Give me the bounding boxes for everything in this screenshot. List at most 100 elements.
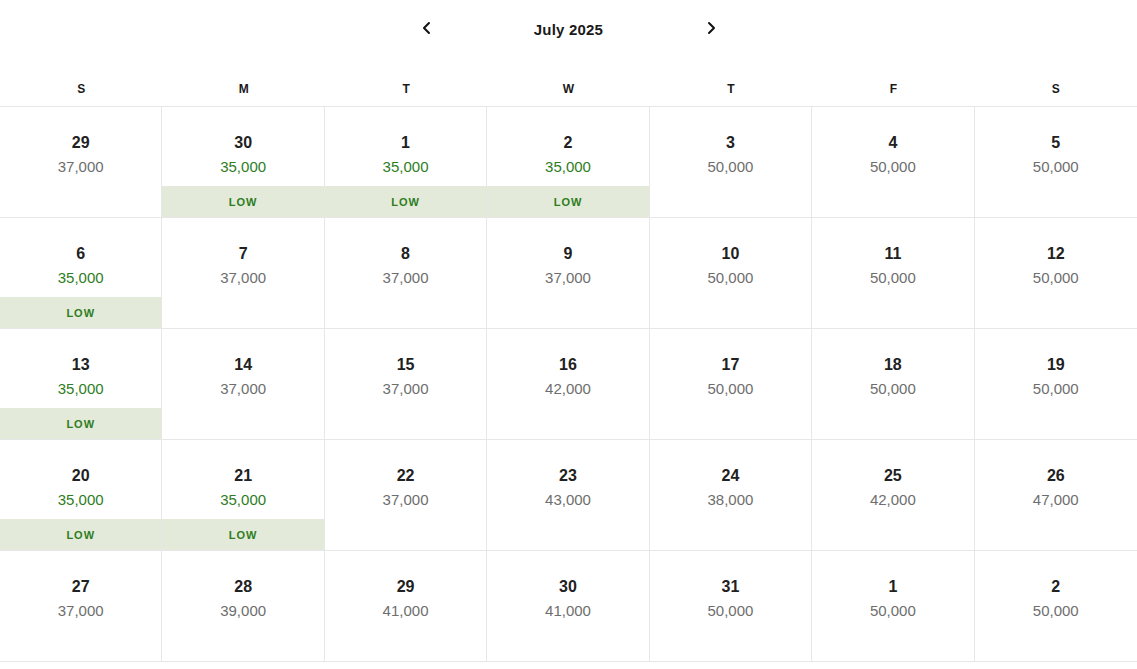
award-price: 41,000: [487, 600, 648, 622]
calendar-day-cell[interactable]: 9 37,000: [487, 218, 649, 329]
day-number: 7: [162, 244, 323, 264]
day-number: 12: [975, 244, 1137, 264]
day-number: 4: [812, 133, 973, 153]
calendar-day-cell[interactable]: 3 50,000: [650, 107, 812, 218]
day-number: 24: [650, 466, 811, 486]
calendar-day-cell[interactable]: 4 50,000: [812, 107, 974, 218]
low-fare-badge: LOW: [0, 297, 161, 328]
day-number: 20: [0, 466, 161, 486]
weekday-label-sat: S: [975, 82, 1137, 96]
calendar-day-cell[interactable]: 1 35,000 LOW: [325, 107, 487, 218]
calendar-day-cell[interactable]: 19 50,000: [975, 329, 1137, 440]
award-price: 41,000: [325, 600, 486, 622]
calendar-day-cell[interactable]: 20 35,000 LOW: [0, 440, 162, 551]
weekday-label-fri: F: [812, 82, 974, 96]
calendar-day-cell[interactable]: 14 37,000: [162, 329, 324, 440]
calendar-day-cell[interactable]: 21 35,000 LOW: [162, 440, 324, 551]
award-price: 50,000: [975, 600, 1137, 622]
calendar-day-cell[interactable]: 8 37,000: [325, 218, 487, 329]
low-fare-badge: LOW: [162, 186, 323, 217]
day-number: 2: [487, 133, 648, 153]
day-number: 13: [0, 355, 161, 375]
calendar-day-cell[interactable]: 10 50,000: [650, 218, 812, 329]
calendar-header: July 2025: [0, 0, 1137, 58]
day-number: 30: [162, 133, 323, 153]
weekday-label-tue: T: [325, 82, 487, 96]
calendar-day-cell[interactable]: 22 37,000: [325, 440, 487, 551]
low-fare-badge: LOW: [0, 519, 161, 550]
next-month-button[interactable]: [693, 11, 729, 47]
day-number: 22: [325, 466, 486, 486]
low-fare-badge: LOW: [162, 519, 323, 550]
day-number: 10: [650, 244, 811, 264]
chevron-left-icon: [420, 21, 434, 38]
calendar-day-cell[interactable]: 15 37,000: [325, 329, 487, 440]
day-number: 11: [812, 244, 973, 264]
day-number: 16: [487, 355, 648, 375]
award-price: 39,000: [162, 600, 323, 622]
day-number: 9: [487, 244, 648, 264]
award-price: 50,000: [650, 156, 811, 178]
award-price: 50,000: [650, 378, 811, 400]
month-title: July 2025: [445, 21, 693, 38]
calendar-day-cell[interactable]: 25 42,000: [812, 440, 974, 551]
calendar-day-cell[interactable]: 29 41,000: [325, 551, 487, 662]
calendar-day-cell[interactable]: 17 50,000: [650, 329, 812, 440]
award-price: 35,000: [0, 378, 161, 400]
day-number: 27: [0, 577, 161, 597]
calendar-day-cell[interactable]: 12 50,000: [975, 218, 1137, 329]
calendar-day-cell[interactable]: 6 35,000 LOW: [0, 218, 162, 329]
award-price: 37,000: [0, 600, 161, 622]
award-price: 50,000: [975, 378, 1137, 400]
day-number: 17: [650, 355, 811, 375]
award-price: 42,000: [487, 378, 648, 400]
award-price: 37,000: [325, 489, 486, 511]
day-number: 1: [325, 133, 486, 153]
day-number: 6: [0, 244, 161, 264]
weekday-label-mon: M: [162, 82, 324, 96]
award-calendar: July 2025 S M T W T F S 29 37,000 30 35,…: [0, 0, 1137, 662]
calendar-day-cell[interactable]: 28 39,000: [162, 551, 324, 662]
award-price: 37,000: [0, 156, 161, 178]
award-price: 37,000: [162, 378, 323, 400]
day-number: 25: [812, 466, 973, 486]
calendar-day-cell[interactable]: 26 47,000: [975, 440, 1137, 551]
day-number: 21: [162, 466, 323, 486]
calendar-day-cell[interactable]: 2 50,000: [975, 551, 1137, 662]
award-price: 35,000: [0, 489, 161, 511]
award-price: 50,000: [975, 156, 1137, 178]
chevron-right-icon: [704, 21, 718, 38]
day-number: 5: [975, 133, 1137, 153]
day-number: 1: [812, 577, 973, 597]
calendar-day-cell[interactable]: 13 35,000 LOW: [0, 329, 162, 440]
day-number: 30: [487, 577, 648, 597]
weekday-label-wed: W: [487, 82, 649, 96]
calendar-day-cell[interactable]: 16 42,000: [487, 329, 649, 440]
award-price: 37,000: [325, 378, 486, 400]
calendar-day-cell[interactable]: 11 50,000: [812, 218, 974, 329]
calendar-day-cell[interactable]: 24 38,000: [650, 440, 812, 551]
low-fare-badge: LOW: [487, 186, 648, 217]
award-price: 35,000: [487, 156, 648, 178]
calendar-day-cell[interactable]: 30 41,000: [487, 551, 649, 662]
day-number: 29: [325, 577, 486, 597]
calendar-day-cell[interactable]: 27 37,000: [0, 551, 162, 662]
calendar-day-cell[interactable]: 23 43,000: [487, 440, 649, 551]
calendar-day-cell[interactable]: 5 50,000: [975, 107, 1137, 218]
award-price: 50,000: [812, 600, 973, 622]
calendar-day-cell[interactable]: 2 35,000 LOW: [487, 107, 649, 218]
award-price: 37,000: [325, 267, 486, 289]
day-number: 2: [975, 577, 1137, 597]
award-price: 43,000: [487, 489, 648, 511]
calendar-day-cell[interactable]: 1 50,000: [812, 551, 974, 662]
day-number: 19: [975, 355, 1137, 375]
calendar-day-cell[interactable]: 30 35,000 LOW: [162, 107, 324, 218]
calendar-day-cell[interactable]: 7 37,000: [162, 218, 324, 329]
calendar-day-cell[interactable]: 31 50,000: [650, 551, 812, 662]
weekday-header-row: S M T W T F S: [0, 58, 1137, 106]
calendar-day-cell[interactable]: 29 37,000: [0, 107, 162, 218]
calendar-day-cell[interactable]: 18 50,000: [812, 329, 974, 440]
award-price: 35,000: [0, 267, 161, 289]
weekday-label-sun: S: [0, 82, 162, 96]
prev-month-button[interactable]: [409, 11, 445, 47]
